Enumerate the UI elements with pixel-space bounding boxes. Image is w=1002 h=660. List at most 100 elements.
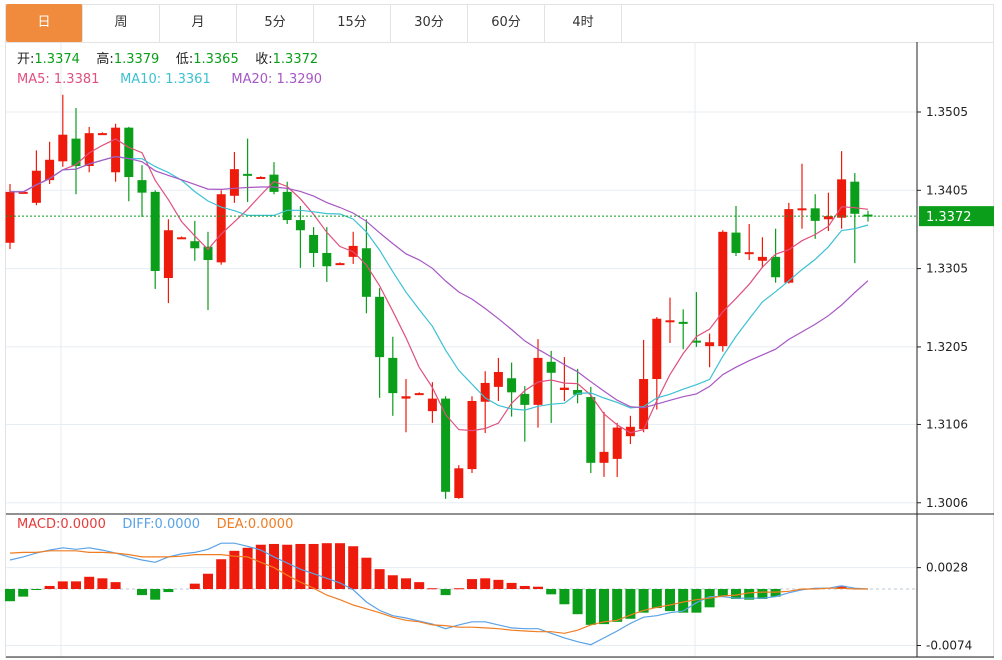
ma20-legend: MA20: 1.3290: [231, 72, 323, 87]
tab-30min[interactable]: 30分: [391, 4, 468, 42]
macd-bar: [519, 585, 530, 589]
low-label: 低:: [175, 52, 194, 67]
candle-up: [652, 318, 662, 380]
macd-bar: [427, 588, 438, 590]
macd-bar: [71, 581, 81, 589]
diff-value: DIFF:0.0000: [122, 517, 201, 532]
candle-up: [256, 176, 266, 179]
candle-up: [705, 342, 715, 347]
candle-down: [691, 340, 701, 343]
macd-bar: [335, 543, 345, 589]
candle-down: [150, 191, 160, 271]
tab-4hour[interactable]: 4时: [545, 4, 622, 42]
macd-bar: [163, 589, 174, 593]
macd-bar: [189, 583, 200, 589]
candle-up: [177, 237, 187, 240]
candle-down: [295, 220, 305, 231]
macd-bar: [731, 589, 741, 599]
tab-5min[interactable]: 5分: [237, 4, 314, 42]
candle-down: [863, 214, 873, 217]
macd-bar: [638, 589, 649, 613]
candle-down: [507, 378, 517, 393]
macd-bar: [269, 543, 279, 589]
price-tick-label: 1.3205: [926, 340, 968, 354]
candle-up: [58, 134, 68, 162]
candle-up: [216, 194, 226, 263]
current-price-badge: [919, 206, 994, 227]
candle-down: [546, 361, 556, 373]
macd-value: MACD:0.0000: [17, 517, 106, 532]
close-label: 收:: [255, 52, 273, 67]
candle-up: [533, 357, 543, 405]
candle-down: [309, 234, 319, 253]
candle-down: [586, 397, 596, 463]
candle-down: [678, 321, 688, 324]
candle-up: [427, 398, 437, 412]
candle-down: [771, 256, 781, 278]
macd-bar: [546, 589, 557, 595]
ma10-legend: MA10: 1.3361: [120, 72, 211, 87]
candle-down: [850, 181, 860, 214]
open-value: 1.3374: [34, 52, 80, 67]
high-label: 高:: [96, 52, 114, 67]
macd-bar: [308, 543, 319, 589]
high-value: 1.3379: [113, 52, 160, 67]
candle-up: [559, 387, 569, 390]
candle-down: [573, 389, 583, 395]
candle-down: [322, 252, 332, 267]
macd-bar: [453, 588, 464, 590]
macd-bar: [401, 578, 411, 589]
ohlc-legend: 开:1.3374 高:1.3379 低:1.3365 收:1.3372 MA5:…: [17, 50, 322, 90]
ma10-line: [10, 155, 869, 411]
macd-bar: [757, 589, 768, 599]
dea-line: [9, 550, 868, 634]
candle-down: [731, 232, 741, 253]
macd-bar: [57, 581, 68, 589]
tab-60min[interactable]: 60分: [468, 4, 545, 42]
macd-bar: [84, 576, 95, 589]
tab-15min[interactable]: 15分: [314, 4, 391, 42]
macd-bar: [110, 582, 121, 589]
price-tick-label: 1.3405: [926, 183, 968, 197]
candle-up: [111, 127, 121, 173]
candle-up: [467, 400, 477, 470]
low-value: 1.3365: [193, 52, 239, 67]
candle-down: [269, 174, 279, 192]
macd-tick-label: 0.0028: [926, 561, 968, 575]
price-tick-label: 1.3305: [926, 262, 968, 276]
macd-bar: [533, 586, 543, 589]
macd-bar: [31, 589, 42, 590]
macd-bar: [572, 589, 583, 615]
ma5-legend: MA5: 1.3381: [17, 72, 100, 87]
tab-week[interactable]: 周: [83, 4, 160, 42]
macd-bar: [282, 544, 293, 589]
candle-up: [163, 230, 173, 279]
period-tabs: 日 周 月 5分 15分 30分 60分 4时: [6, 4, 994, 43]
macd-bar: [216, 559, 227, 589]
tab-day[interactable]: 日: [6, 4, 83, 42]
candle-up: [823, 216, 833, 220]
macd-bar: [150, 589, 161, 600]
macd-bar: [467, 579, 477, 589]
diff-line: [9, 542, 869, 646]
macd-bar: [506, 582, 517, 589]
candle-up: [414, 393, 424, 396]
candle-up: [718, 231, 728, 347]
candle-down: [520, 393, 530, 405]
candle-up: [45, 159, 55, 181]
candle-up: [31, 170, 41, 203]
ma20-line: [10, 155, 869, 409]
macd-bar: [137, 589, 147, 596]
dea-value: DEA:0.0000: [216, 517, 294, 532]
candle-up: [401, 396, 411, 399]
current-price-label: 1.3372: [926, 210, 972, 225]
macd-bar: [97, 578, 108, 589]
macd-bar: [585, 589, 596, 625]
candle-down: [388, 357, 398, 394]
candle-down: [243, 173, 253, 176]
candle-up: [493, 371, 503, 387]
macd-bar: [665, 589, 675, 612]
tab-month[interactable]: 月: [160, 4, 237, 42]
macd-bar: [203, 573, 213, 589]
